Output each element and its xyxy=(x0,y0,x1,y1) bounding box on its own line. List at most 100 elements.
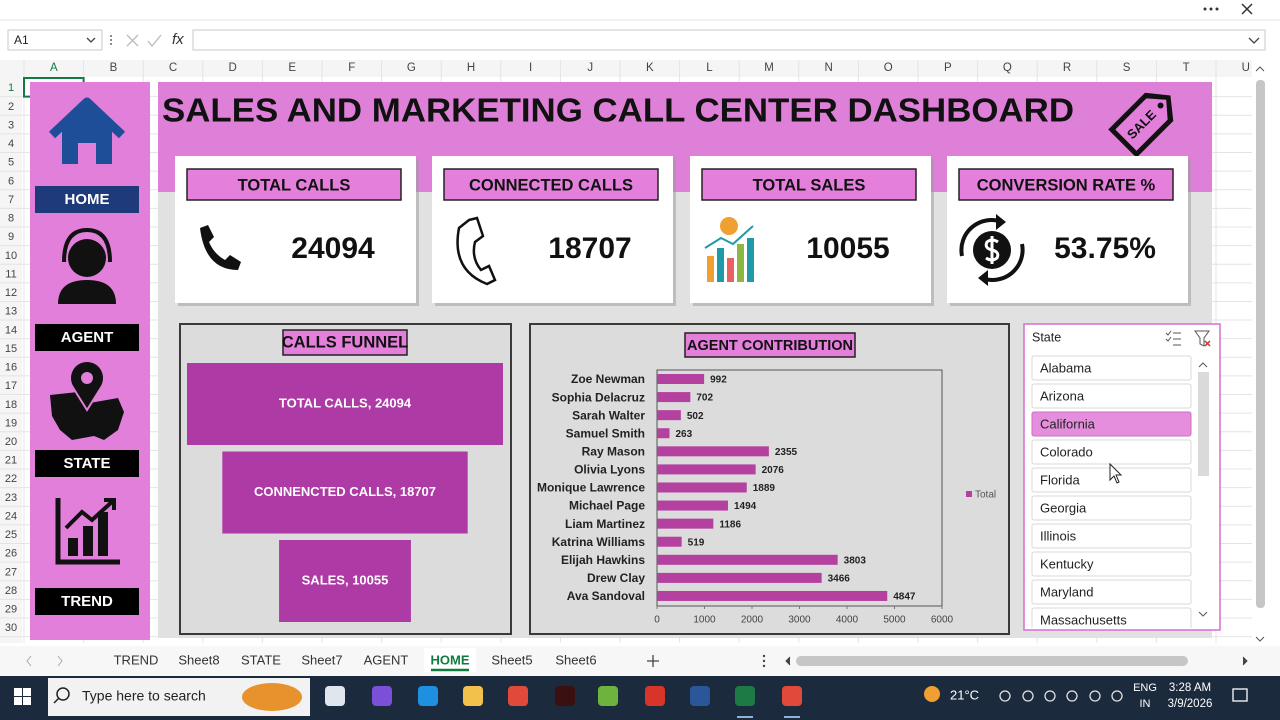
column-header[interactable]: O xyxy=(884,62,893,74)
column-header[interactable]: P xyxy=(944,62,952,74)
sheet-tab[interactable]: Sheet7 xyxy=(301,652,342,667)
slicer-item-label[interactable]: Georgia xyxy=(1040,500,1087,515)
slicer-item-label[interactable]: Massachusetts xyxy=(1040,612,1127,627)
row-header[interactable]: 18 xyxy=(5,399,17,411)
column-header[interactable]: M xyxy=(764,62,774,74)
slicer-scroll-thumb[interactable] xyxy=(1198,372,1209,476)
taskbar-app[interactable] xyxy=(690,686,710,706)
column-header[interactable]: K xyxy=(646,62,654,74)
column-header[interactable]: D xyxy=(228,62,236,74)
row-header[interactable]: 15 xyxy=(5,343,17,355)
insert-function[interactable]: fx xyxy=(172,31,184,48)
tray-icon[interactable] xyxy=(1089,690,1101,702)
row-header[interactable]: 9 xyxy=(8,231,14,243)
slicer-item[interactable] xyxy=(1031,551,1192,577)
slicer-item-label[interactable]: Florida xyxy=(1040,472,1081,487)
tab-prev[interactable] xyxy=(26,655,32,667)
clock-date[interactable]: 3/9/2026 xyxy=(1168,698,1213,710)
row-header[interactable]: 7 xyxy=(8,194,14,206)
hscroll-right[interactable] xyxy=(1242,656,1248,666)
formula-input[interactable] xyxy=(192,29,1266,51)
tray-icon[interactable] xyxy=(1111,690,1123,702)
taskbar-app[interactable] xyxy=(645,686,665,706)
row-header[interactable]: 19 xyxy=(5,417,17,429)
nav-label[interactable]: STATE xyxy=(64,455,111,472)
row-header[interactable]: 26 xyxy=(5,548,17,560)
nav-button[interactable] xyxy=(35,186,139,213)
tray-icon[interactable] xyxy=(1044,690,1056,702)
taskbar-app[interactable] xyxy=(782,686,802,706)
slicer-item[interactable] xyxy=(1031,579,1192,605)
new-sheet[interactable] xyxy=(647,655,659,667)
state-map[interactable] xyxy=(50,392,124,440)
sheet-tab[interactable]: HOME xyxy=(431,652,470,667)
sheet-tab[interactable]: Sheet5 xyxy=(491,652,532,667)
row-header[interactable]: 11 xyxy=(5,268,16,280)
more-icon[interactable] xyxy=(1203,7,1207,11)
sheet-tab[interactable]: Sheet8 xyxy=(178,652,219,667)
column-header[interactable]: J xyxy=(587,62,593,74)
row-header[interactable]: 16 xyxy=(5,362,17,374)
scroll-up[interactable] xyxy=(1255,66,1265,72)
row-header[interactable]: 1 xyxy=(8,82,14,94)
row-header[interactable]: 13 xyxy=(5,306,17,318)
name-box[interactable] xyxy=(7,29,103,51)
tray-icon[interactable] xyxy=(999,690,1011,702)
slicer-item-label[interactable]: Arizona xyxy=(1040,388,1085,403)
slicer-item[interactable] xyxy=(1031,523,1192,549)
more-icon[interactable] xyxy=(1215,7,1219,11)
row-header[interactable]: 28 xyxy=(5,585,17,597)
hscroll-left[interactable] xyxy=(785,656,791,666)
row-header[interactable]: 17 xyxy=(5,380,17,392)
nav-button[interactable] xyxy=(35,324,139,351)
row-header[interactable]: 22 xyxy=(5,473,17,485)
column-header[interactable]: F xyxy=(348,62,355,74)
slicer-item-label[interactable]: Colorado xyxy=(1040,444,1093,459)
notification-icon[interactable] xyxy=(1232,688,1248,702)
taskbar-app[interactable] xyxy=(418,686,438,706)
row-header[interactable]: 6 xyxy=(8,175,14,187)
slicer-item[interactable] xyxy=(1031,411,1192,437)
more-icon[interactable] xyxy=(1209,7,1213,11)
taskbar-app[interactable] xyxy=(508,686,528,706)
home-body[interactable] xyxy=(62,106,112,164)
region[interactable]: IN xyxy=(1140,698,1151,710)
start-logo[interactable] xyxy=(14,688,22,696)
column-header[interactable]: R xyxy=(1063,62,1071,74)
slicer-item-label[interactable]: California xyxy=(1040,416,1096,431)
row-header[interactable]: 12 xyxy=(5,287,17,299)
taskbar-app[interactable] xyxy=(598,686,618,706)
trend-axes[interactable] xyxy=(55,498,120,565)
language[interactable]: ENG xyxy=(1133,682,1157,694)
scroll-down[interactable] xyxy=(1255,636,1265,642)
slicer-item-label[interactable]: Illinois xyxy=(1040,528,1077,543)
slicer-item[interactable] xyxy=(1031,439,1192,465)
nav-label[interactable]: AGENT xyxy=(61,329,114,346)
column-header[interactable]: N xyxy=(824,62,832,74)
hscroll-thumb[interactable] xyxy=(796,656,1188,666)
clock-time[interactable]: 3:28 AM xyxy=(1169,682,1211,694)
active-tab[interactable] xyxy=(424,648,476,672)
nav-button[interactable] xyxy=(35,450,139,477)
sheet-tab[interactable]: TREND xyxy=(114,652,159,667)
row-header[interactable]: 24 xyxy=(5,510,17,522)
multi-select-icon[interactable] xyxy=(1165,330,1181,346)
start-logo[interactable] xyxy=(23,697,31,705)
row-header[interactable]: 21 xyxy=(5,455,17,467)
home-icon[interactable] xyxy=(48,97,126,139)
tray-icon[interactable] xyxy=(1066,690,1078,702)
row-header[interactable]: 8 xyxy=(8,213,14,225)
row-header[interactable]: 10 xyxy=(5,250,17,262)
search-placeholder[interactable]: Type here to search xyxy=(82,688,206,704)
column-header[interactable]: I xyxy=(529,62,532,74)
row-header[interactable]: 14 xyxy=(5,324,17,336)
tab-menu[interactable] xyxy=(762,654,766,658)
sheet-tab[interactable]: Sheet6 xyxy=(555,652,596,667)
weather-text[interactable]: 21°C xyxy=(950,687,979,702)
row-header[interactable]: 2 xyxy=(8,101,14,113)
tab-menu[interactable] xyxy=(762,664,766,668)
column-header[interactable]: B xyxy=(110,62,118,74)
slicer-item[interactable] xyxy=(1031,355,1192,381)
taskbar-app[interactable] xyxy=(325,686,345,706)
column-header[interactable]: L xyxy=(706,62,713,74)
